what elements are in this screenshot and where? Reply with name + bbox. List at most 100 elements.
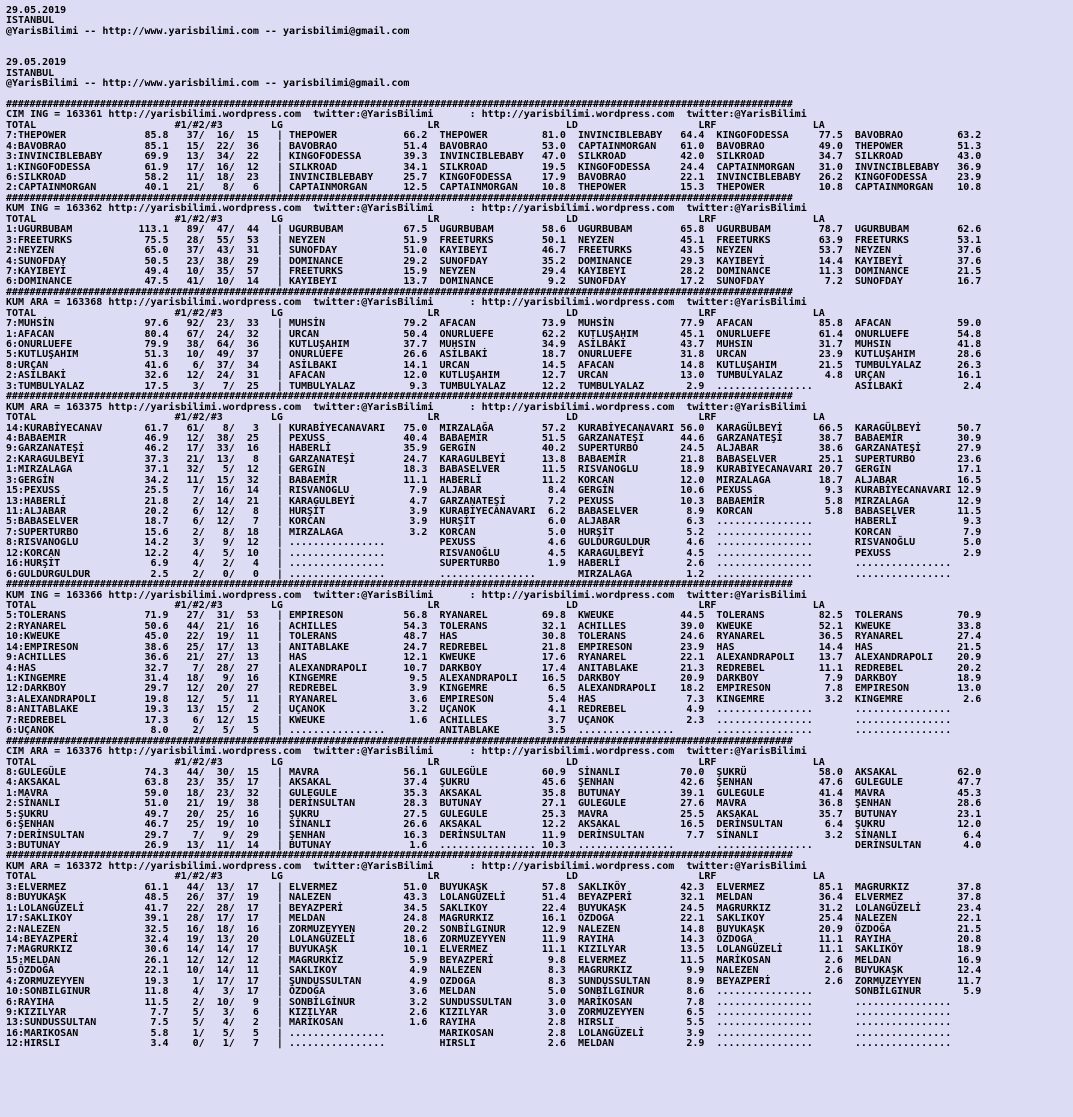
race-row: 7:DERİNSULTAN 29.7 7/ 9/ 29 | ŞENHAN 16.… xyxy=(6,829,982,841)
race-row: 4:BAVOBRAO 85.1 15/ 22/ 36 | BAVOBRAO 51… xyxy=(6,140,982,152)
race-row: 6:UÇANOK 8.0 2/ 5/ 5 | ................ … xyxy=(6,725,952,737)
race-row: 5:ŞUKRU 49.7 20/ 25/ 16 | ŞUKRU 27.5 GUL… xyxy=(6,808,982,820)
race-row: 2:NALEZEN 32.5 16/ 18/ 16 | ZORMUZEYYEN … xyxy=(6,923,982,935)
race-row: 3:BUTUNAY 26.9 13/ 11/ 14 | BUTUNAY 1.6 … xyxy=(6,840,982,851)
race-row: 1:KINGEMRE 31.4 18/ 9/ 16 | KINGEMRE 9.5… xyxy=(6,673,982,684)
race-row: 4:BABAEMIR 46.9 12/ 38/ 25 | PEXUSS 40.4… xyxy=(6,432,982,444)
race-row: 12:DARKBOY 29.7 12/ 20/ 27 | REDREBEL 3.… xyxy=(6,683,982,695)
race-row: 10:SONBILGINUR 11.8 4/ 3/ 17 | ÖZDOĞA 3.… xyxy=(6,986,982,998)
race-report: 29.05.2019 ISTANBUL @YarisBilimi -- http:/… xyxy=(6,5,1073,1050)
race-row: 15:PEXUSS 25.5 7/ 16/ 14 | RISVANOGLU 7.… xyxy=(6,485,982,497)
race-row: 3:ELVERMEZ 61.1 44/ 13/ 17 | ELVERMEZ 51… xyxy=(6,881,982,893)
race-row: 7:SUPERTURBO 15.6 2/ 8/ 18 | MIRZALAGA 3… xyxy=(6,526,982,538)
race-row: 9:KIZILYAR 7.7 5/ 3/ 6 | KIZILYAR 2.6 KI… xyxy=(6,1007,952,1018)
block-title-2: KUM ARA = 163368 http://yarisbilimi.word… xyxy=(6,297,807,309)
block-separator-4: ########################################… xyxy=(6,579,793,591)
race-row: 6:DOMINANCE 47.5 41/ 10/ 14 | KAYIBEYI 1… xyxy=(6,276,982,288)
race-row: 5:TOLERANS 71.9 27/ 31/ 53 | EMPIRESON 5… xyxy=(6,610,982,622)
race-row: 1:MAVRA 59.0 18/ 23/ 32 | GULEGULE 35.3 … xyxy=(6,787,982,799)
block-separator-5: ########################################… xyxy=(6,735,793,747)
race-row: 4:ZORMUZEYYEN 19.3 1/ 17/ 17 | ŞUNDUSSUL… xyxy=(6,975,982,987)
race-row: 6:GULDURGULDUR 2.5 2/ 0/ 0 | ...........… xyxy=(6,568,952,580)
race-row: 6:SILKROAD 58.2 11/ 18/ 23 | INVINCIBLEB… xyxy=(6,172,982,183)
report-contact-2: @YarisBilimi -- http://www.yarisbilimi.c… xyxy=(6,78,410,90)
race-row: 7:KAYIBEYİ 49.4 10/ 35/ 57 | FREETURKS 1… xyxy=(6,265,982,277)
race-row: 8:RISVANOGLU 14.2 3/ 9/ 12 | ...........… xyxy=(6,537,982,549)
race-row: 1:MIRZALAGA 37.1 32/ 5/ 12 | GERGİN 18.3… xyxy=(6,464,982,476)
block-separator-2: ########################################… xyxy=(6,286,793,298)
block-column-headers-5: TOTAL #1/#2/#3 LG LR LD LRF LA xyxy=(6,756,825,768)
race-row: 2:ASİLBAKİ 32.6 12/ 24/ 31 | AFACAN 12.0… xyxy=(6,370,982,382)
race-row: 14:EMPIRESON 38.6 25/ 17/ 13 | ANITABLAK… xyxy=(6,641,982,653)
race-row: 7:THEPOWER 85.8 37/ 16/ 15 | THEPOWER 66… xyxy=(6,130,982,142)
block-separator-0: ########################################… xyxy=(6,98,793,110)
block-column-headers-3: TOTAL #1/#2/#3 LG LR LD LRF LA xyxy=(6,412,825,424)
race-row: 2:NEYZEN 65.0 37/ 43/ 31 | SUNOFDAY 51.0… xyxy=(6,245,982,257)
race-row: 3:GERGİN 34.2 11/ 15/ 32 | BABAEMİR 11.1… xyxy=(6,474,982,486)
race-row: 14:KURABİYECANAV 61.7 61/ 8/ 3 | KURABİY… xyxy=(6,422,982,434)
race-row: 7:REDREBEL 17.3 6/ 12/ 15 | KWEUKE 1.6 A… xyxy=(6,714,952,726)
block-title-4: KUM ING = 163366 http://yarisbilimi.word… xyxy=(6,589,807,601)
race-row: 4:AKSAKAL 63.8 23/ 35/ 17 | AKSAKAL 37.4… xyxy=(6,777,982,789)
block-separator-3: ########################################… xyxy=(6,391,793,403)
block-title-6: KUM ARA = 163372 http://yarisbilimi.word… xyxy=(6,860,807,872)
race-row: 3:FREETURKS 75.5 28/ 55/ 53 | NEYZEN 51.… xyxy=(6,234,982,246)
race-row: 8:URÇAN 41.6 6/ 37/ 34 | ASİLBAKI 14.1 U… xyxy=(6,359,982,371)
race-row: 7:MAGRURKIZ 30.6 14/ 14/ 17 | BUYUKAŞK 1… xyxy=(6,944,982,956)
race-row: 12:KORCAN 12.2 4/ 5/ 10 | ..............… xyxy=(6,547,982,559)
race-row: 2:KARAGULBEYİ 37.3 21/ 13/ 8 | GARZANATE… xyxy=(6,453,982,465)
banner-gap-1 xyxy=(6,37,1073,47)
block-title-1: KUM ING = 163362 http://yarisbilimi.word… xyxy=(6,203,807,215)
race-row: 6:RAYIHA 11.5 2/ 10/ 9 | SONBİLGİNUR 3.2… xyxy=(6,996,952,1008)
race-row: 9:ACHILLES 36.6 21/ 27/ 13 | HAS 12.1 KW… xyxy=(6,652,982,664)
race-row: 4:HAS 32.7 7/ 28/ 27 | ALEXANDRAPOLI 10.… xyxy=(6,662,982,674)
race-row: 5:KUTLUŞAHIM 51.3 10/ 49/ 37 | ONURLUEFE… xyxy=(6,349,982,361)
race-row: 3:TUMBULYALAZ 17.5 3/ 7/ 25 | TUMBULYALA… xyxy=(6,380,982,392)
race-row: 12:HIRSLI 3.4 0/ 1/ 7 | ................… xyxy=(6,1038,952,1050)
race-row: 3:INVINCIBLEBABY 69.9 13/ 34/ 22 | KINGO… xyxy=(6,151,982,163)
race-row: 1:AFACAN 80.4 67/ 24/ 32 | URCAN 50.4 ON… xyxy=(6,328,982,340)
block-separator-6: ########################################… xyxy=(6,850,793,862)
block-column-headers-4: TOTAL #1/#2/#3 LG LR LD LRF LA xyxy=(6,599,825,611)
race-row: 2:RYANAREL 50.6 44/ 21/ 16 | ACHILLES 54… xyxy=(6,620,982,632)
race-row: 3:ALEXANDRAPOLI 19.8 12/ 5/ 11 | RYANARE… xyxy=(6,693,982,705)
report-city-1: ISTANBUL xyxy=(6,15,55,27)
race-row: 16:HURŞİT 6.9 4/ 2/ 4 | ................… xyxy=(6,558,952,570)
block-column-headers-2: TOTAL #1/#2/#3 LG LR LD LRF LA xyxy=(6,307,825,319)
race-row: 11:ALJABAR 20.2 6/ 12/ 8 | HURŞİT 3.9 KU… xyxy=(6,506,982,517)
race-row: 4:SUNOFDAY 50.5 23/ 38/ 29 | DOMINANCE 2… xyxy=(6,255,982,267)
race-row: 5:ÖZDOĞA 22.1 10/ 14/ 11 | SAKLIKOY 4.9 … xyxy=(6,965,982,977)
report-contact-1: @YarisBilimi -- http://www.yarisbilimi.c… xyxy=(6,25,410,37)
banner-gap-2 xyxy=(6,48,1073,58)
block-column-headers-6: TOTAL #1/#2/#3 LG LR LD LRF LA xyxy=(6,871,825,883)
block-column-headers-1: TOTAL #1/#2/#3 LG LR LD LRF LA xyxy=(6,213,825,225)
race-row: 14:BEYAZPERİ 32.4 19/ 13/ 20 | LOLANGÜZE… xyxy=(6,933,982,945)
race-row: 6:ŞENHAN 46.7 25/ 19/ 10 | SİNANLI 26.6 … xyxy=(6,819,982,831)
block-column-headers-0: TOTAL #1/#2/#3 LG LR LD LRF LA xyxy=(6,119,825,131)
race-row: 1:KINGOFODESSA 61.9 17/ 16/ 12 | SILKROA… xyxy=(6,161,982,173)
race-row: 13:HABERLİ 21.8 2/ 14/ 21 | KARAGULBEYİ … xyxy=(6,495,982,507)
race-row: 8:ANITABLAKE 19.3 13/ 15/ 2 | UÇANOK 3.2… xyxy=(6,704,952,716)
race-row: 10:KWEUKE 45.0 22/ 19/ 11 | TOLERANS 48.… xyxy=(6,631,982,643)
block-title-3: KUM ARA = 163375 http://yarisbilimi.word… xyxy=(6,401,807,413)
race-row: 17:SAKLIKOY 39.1 28/ 17/ 17 | MELDAN 24.… xyxy=(6,913,982,925)
race-row: 5:BABASELVER 18.7 6/ 12/ 7 | KORCAN 3.9 … xyxy=(6,516,982,528)
race-row: 15:MELDAN 26.1 12/ 12/ 12 | MAGRURKİZ 5.… xyxy=(6,954,982,966)
race-row: 8:GULEGÜLE 74.3 44/ 30/ 15 | MAVRA 56.1 … xyxy=(6,766,982,778)
race-row: 7:MUHSİN 97.6 92/ 23/ 33 | MUHSİN 79.2 A… xyxy=(6,318,982,330)
race-row: 9:GARZANATEŞİ 46.2 17/ 33/ 16 | HABERLİ … xyxy=(6,443,982,455)
report-date-2: 29.05.2019 xyxy=(6,57,67,69)
race-row: 1:LOLANGÜZELİ 41.7 22/ 28/ 17 | BEYAZPER… xyxy=(6,902,982,914)
race-row: 1:UGURBUBAM 113.1 89/ 47/ 44 | UGURBUBAM… xyxy=(6,224,982,236)
race-row: 16:MARIKOSAN 5.8 1/ 5/ 5 | .............… xyxy=(6,1027,952,1039)
report-city-2: ISTANBUL xyxy=(6,67,55,79)
race-row: 2:CAPTAINMORGAN 40.1 21/ 8/ 6 | CAPTAINM… xyxy=(6,182,982,194)
block-separator-1: ########################################… xyxy=(6,192,793,204)
race-row: 8:BUYUKAŞK 48.5 26/ 37/ 19 | NALEZEN 43.… xyxy=(6,892,982,904)
block-title-0: CIM ING = 163361 http://yarisbilimi.word… xyxy=(6,109,807,121)
race-row: 6:ONURLUEFE 79.9 38/ 64/ 36 | KUTLUŞAHIM… xyxy=(6,339,982,350)
race-row: 2:SİNANLI 51.0 21/ 19/ 38 | DERİNSULTAN … xyxy=(6,798,982,810)
race-row: 13:SUNDUSSULTAN 7.5 5/ 4/ 2 | MARİKOSAN … xyxy=(6,1017,952,1029)
report-date-1: 29.05.2019 xyxy=(6,5,67,16)
block-title-5: CIM ARA = 163376 http://yarisbilimi.word… xyxy=(6,746,807,758)
